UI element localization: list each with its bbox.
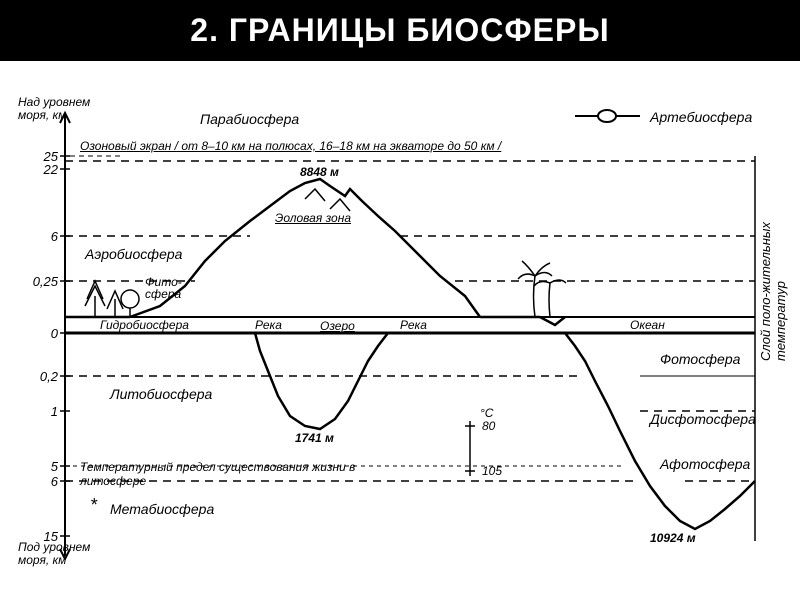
page-title: 2. ГРАНИЦЫ БИОСФЕРЫ — [0, 0, 800, 61]
ytick-5b: 5 — [18, 459, 58, 474]
parabiosphere-label: Парабиосфера — [200, 111, 299, 127]
ytick-1b: 1 — [18, 404, 58, 419]
ytick-15b: 15 — [18, 529, 58, 544]
svg-text:*: * — [90, 495, 98, 515]
title-text: 2. ГРАНИЦЫ БИОСФЕРЫ — [190, 12, 609, 48]
temp-unit-label: °C — [480, 406, 493, 420]
temp-limit-label: Температурный предел существования жизни… — [80, 461, 410, 489]
positive-temp-label: Слой поло-жительных температур — [758, 211, 788, 361]
lake-label: Озеро — [320, 319, 355, 333]
lithobiosphere-label: Литобиосфера — [110, 386, 212, 402]
ocean-label: Океан — [630, 318, 665, 332]
aerobiosphere-label: Аэробиосфера — [85, 246, 182, 262]
eolian-label: Эоловая зона — [275, 211, 351, 225]
dysphotosphere-label: Дисфотосфера — [650, 411, 756, 427]
ytick-22: 22 — [18, 162, 58, 177]
ozone-label: Озоновый экран / от 8–10 км на полюсах, … — [80, 139, 501, 153]
axis-top-label: Над уровнем моря, км — [18, 96, 98, 122]
ytick-6b: 6 — [18, 474, 58, 489]
ytick-02b: 0,2 — [18, 369, 58, 384]
depth-land-label: 1741 м — [295, 431, 334, 445]
ytick-025: 0,25 — [18, 274, 58, 289]
diagram: * Над уровнем моря, км Под уровнем моря,… — [0, 61, 800, 601]
ytick-0: 0 — [18, 326, 58, 341]
photosphere-label: Фотосфера — [660, 351, 740, 367]
river2-label: Река — [400, 318, 427, 332]
temp-105-label: 105 — [482, 464, 502, 478]
metabiosphere-label: Метабиосфера — [110, 501, 214, 517]
ytick-6: 6 — [18, 229, 58, 244]
temp-80-label: 80 — [482, 419, 495, 433]
artebiosphere-label: Артебиосфера — [650, 109, 752, 125]
hydrobiosphere-label: Гидробиосфера — [100, 318, 189, 332]
depth-ocean-label: 10924 м — [650, 531, 696, 545]
aphotosphere-label: Афотосфера — [660, 456, 750, 472]
axis-bottom-label: Под уровнем моря, км — [18, 541, 98, 567]
peak-height-label: 8848 м — [300, 165, 339, 179]
river1-label: Река — [255, 318, 282, 332]
phytosphere-label: Фито-сфера — [145, 276, 195, 300]
